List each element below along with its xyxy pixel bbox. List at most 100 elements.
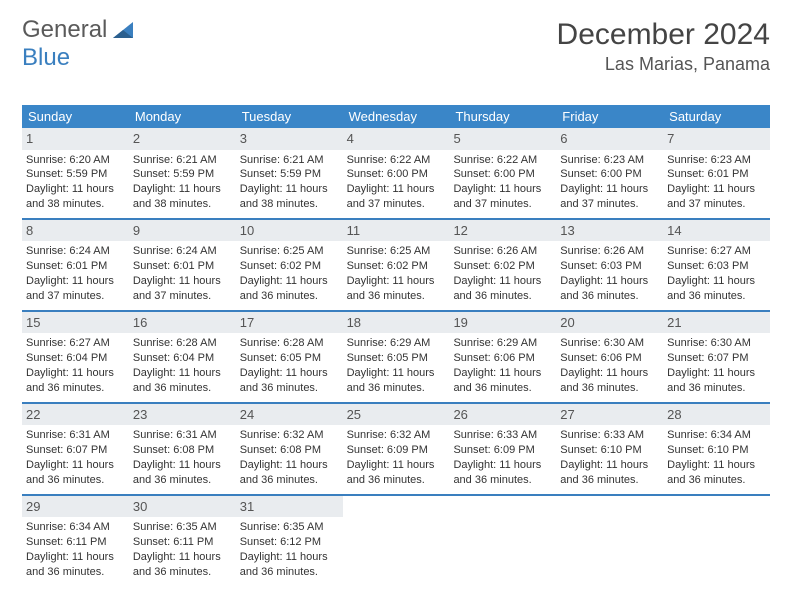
day-number: 24 — [236, 404, 343, 426]
day-number: 31 — [236, 496, 343, 518]
day-cell: 31Sunrise: 6:35 AMSunset: 6:12 PMDayligh… — [236, 496, 343, 586]
weekday-header: Tuesday — [236, 105, 343, 128]
day-info: Sunrise: 6:20 AMSunset: 5:59 PMDaylight:… — [25, 153, 126, 212]
daylight-line2: and 36 minutes. — [453, 381, 552, 396]
daylight-line2: and 37 minutes. — [347, 197, 446, 212]
sunrise-text: Sunrise: 6:28 AM — [133, 336, 232, 351]
sunrise-text: Sunrise: 6:30 AM — [667, 336, 766, 351]
day-number: 28 — [663, 404, 770, 426]
daylight-line2: and 37 minutes. — [26, 289, 125, 304]
daylight-line2: and 36 minutes. — [347, 381, 446, 396]
day-number: 5 — [449, 128, 556, 150]
day-number: 7 — [663, 128, 770, 150]
day-info: Sunrise: 6:28 AMSunset: 6:05 PMDaylight:… — [239, 336, 340, 395]
sunrise-text: Sunrise: 6:34 AM — [26, 520, 125, 535]
daylight-line1: Daylight: 11 hours — [453, 458, 552, 473]
sunset-text: Sunset: 6:02 PM — [347, 259, 446, 274]
brand-word2: Blue — [22, 44, 70, 72]
day-number: 14 — [663, 220, 770, 242]
sunset-text: Sunset: 6:00 PM — [453, 167, 552, 182]
sunrise-text: Sunrise: 6:33 AM — [453, 428, 552, 443]
day-number: 17 — [236, 312, 343, 334]
day-number: 10 — [236, 220, 343, 242]
day-info: Sunrise: 6:24 AMSunset: 6:01 PMDaylight:… — [25, 244, 126, 303]
sunset-text: Sunset: 6:09 PM — [453, 443, 552, 458]
daylight-line2: and 36 minutes. — [133, 381, 232, 396]
week-row: 29Sunrise: 6:34 AMSunset: 6:11 PMDayligh… — [22, 496, 770, 586]
sunset-text: Sunset: 6:06 PM — [453, 351, 552, 366]
day-number: 26 — [449, 404, 556, 426]
day-cell: 11Sunrise: 6:25 AMSunset: 6:02 PMDayligh… — [343, 220, 450, 310]
sunrise-text: Sunrise: 6:25 AM — [240, 244, 339, 259]
sunset-text: Sunset: 6:03 PM — [560, 259, 659, 274]
day-cell: 24Sunrise: 6:32 AMSunset: 6:08 PMDayligh… — [236, 404, 343, 494]
sunset-text: Sunset: 6:10 PM — [560, 443, 659, 458]
day-info: Sunrise: 6:27 AMSunset: 6:03 PMDaylight:… — [666, 244, 767, 303]
weekday-header: Thursday — [449, 105, 556, 128]
day-cell: 12Sunrise: 6:26 AMSunset: 6:02 PMDayligh… — [449, 220, 556, 310]
sunrise-text: Sunrise: 6:31 AM — [26, 428, 125, 443]
day-number: 12 — [449, 220, 556, 242]
day-cell: 9Sunrise: 6:24 AMSunset: 6:01 PMDaylight… — [129, 220, 236, 310]
day-cell: 18Sunrise: 6:29 AMSunset: 6:05 PMDayligh… — [343, 312, 450, 402]
day-number: 27 — [556, 404, 663, 426]
daylight-line1: Daylight: 11 hours — [667, 182, 766, 197]
sunset-text: Sunset: 6:01 PM — [26, 259, 125, 274]
day-cell: 10Sunrise: 6:25 AMSunset: 6:02 PMDayligh… — [236, 220, 343, 310]
day-cell: 30Sunrise: 6:35 AMSunset: 6:11 PMDayligh… — [129, 496, 236, 586]
sunrise-text: Sunrise: 6:26 AM — [453, 244, 552, 259]
day-cell: 23Sunrise: 6:31 AMSunset: 6:08 PMDayligh… — [129, 404, 236, 494]
daylight-line2: and 36 minutes. — [667, 289, 766, 304]
daylight-line1: Daylight: 11 hours — [560, 366, 659, 381]
sunset-text: Sunset: 6:08 PM — [240, 443, 339, 458]
day-info: Sunrise: 6:26 AMSunset: 6:02 PMDaylight:… — [452, 244, 553, 303]
day-cell: 22Sunrise: 6:31 AMSunset: 6:07 PMDayligh… — [22, 404, 129, 494]
daylight-line2: and 36 minutes. — [26, 565, 125, 580]
daylight-line2: and 36 minutes. — [560, 289, 659, 304]
daylight-line1: Daylight: 11 hours — [453, 274, 552, 289]
weekday-header: Monday — [129, 105, 236, 128]
daylight-line1: Daylight: 11 hours — [667, 274, 766, 289]
day-cell: 20Sunrise: 6:30 AMSunset: 6:06 PMDayligh… — [556, 312, 663, 402]
daylight-line2: and 37 minutes. — [133, 289, 232, 304]
daylight-line1: Daylight: 11 hours — [133, 550, 232, 565]
daylight-line2: and 36 minutes. — [26, 381, 125, 396]
day-info: Sunrise: 6:22 AMSunset: 6:00 PMDaylight:… — [346, 153, 447, 212]
header: General December 2024 Las Marias, Panama — [22, 18, 770, 75]
daylight-line2: and 36 minutes. — [560, 381, 659, 396]
day-info: Sunrise: 6:29 AMSunset: 6:06 PMDaylight:… — [452, 336, 553, 395]
sunset-text: Sunset: 5:59 PM — [240, 167, 339, 182]
day-cell — [663, 496, 770, 586]
day-info: Sunrise: 6:21 AMSunset: 5:59 PMDaylight:… — [132, 153, 233, 212]
daylight-line2: and 37 minutes. — [560, 197, 659, 212]
day-cell: 25Sunrise: 6:32 AMSunset: 6:09 PMDayligh… — [343, 404, 450, 494]
day-cell: 2 Sunrise: 6:21 AMSunset: 5:59 PMDaylight… — [129, 128, 236, 218]
day-info: Sunrise: 6:34 AMSunset: 6:10 PMDaylight:… — [666, 428, 767, 487]
day-info: Sunrise: 6:21 AMSunset: 5:59 PMDaylight:… — [239, 153, 340, 212]
day-number: 2 — [129, 128, 236, 150]
day-info: Sunrise: 6:24 AMSunset: 6:01 PMDaylight:… — [132, 244, 233, 303]
sunrise-text: Sunrise: 6:21 AM — [133, 153, 232, 168]
daylight-line1: Daylight: 11 hours — [26, 274, 125, 289]
daylight-line1: Daylight: 11 hours — [667, 458, 766, 473]
day-number: 1 — [22, 128, 129, 150]
sunset-text: Sunset: 6:00 PM — [347, 167, 446, 182]
weekday-header: Friday — [556, 105, 663, 128]
day-info: Sunrise: 6:35 AMSunset: 6:11 PMDaylight:… — [132, 520, 233, 579]
sunset-text: Sunset: 6:03 PM — [667, 259, 766, 274]
sunset-text: Sunset: 6:08 PM — [133, 443, 232, 458]
daylight-line2: and 36 minutes. — [133, 473, 232, 488]
day-cell: 15Sunrise: 6:27 AMSunset: 6:04 PMDayligh… — [22, 312, 129, 402]
day-number: 22 — [22, 404, 129, 426]
day-cell: 17Sunrise: 6:28 AMSunset: 6:05 PMDayligh… — [236, 312, 343, 402]
sunset-text: Sunset: 6:10 PM — [667, 443, 766, 458]
day-cell — [556, 496, 663, 586]
daylight-line2: and 36 minutes. — [240, 565, 339, 580]
daylight-line2: and 36 minutes. — [453, 289, 552, 304]
daylight-line1: Daylight: 11 hours — [26, 458, 125, 473]
day-info: Sunrise: 6:25 AMSunset: 6:02 PMDaylight:… — [239, 244, 340, 303]
sunrise-text: Sunrise: 6:35 AM — [240, 520, 339, 535]
sunrise-text: Sunrise: 6:34 AM — [667, 428, 766, 443]
day-info: Sunrise: 6:31 AMSunset: 6:07 PMDaylight:… — [25, 428, 126, 487]
sunset-text: Sunset: 6:09 PM — [347, 443, 446, 458]
